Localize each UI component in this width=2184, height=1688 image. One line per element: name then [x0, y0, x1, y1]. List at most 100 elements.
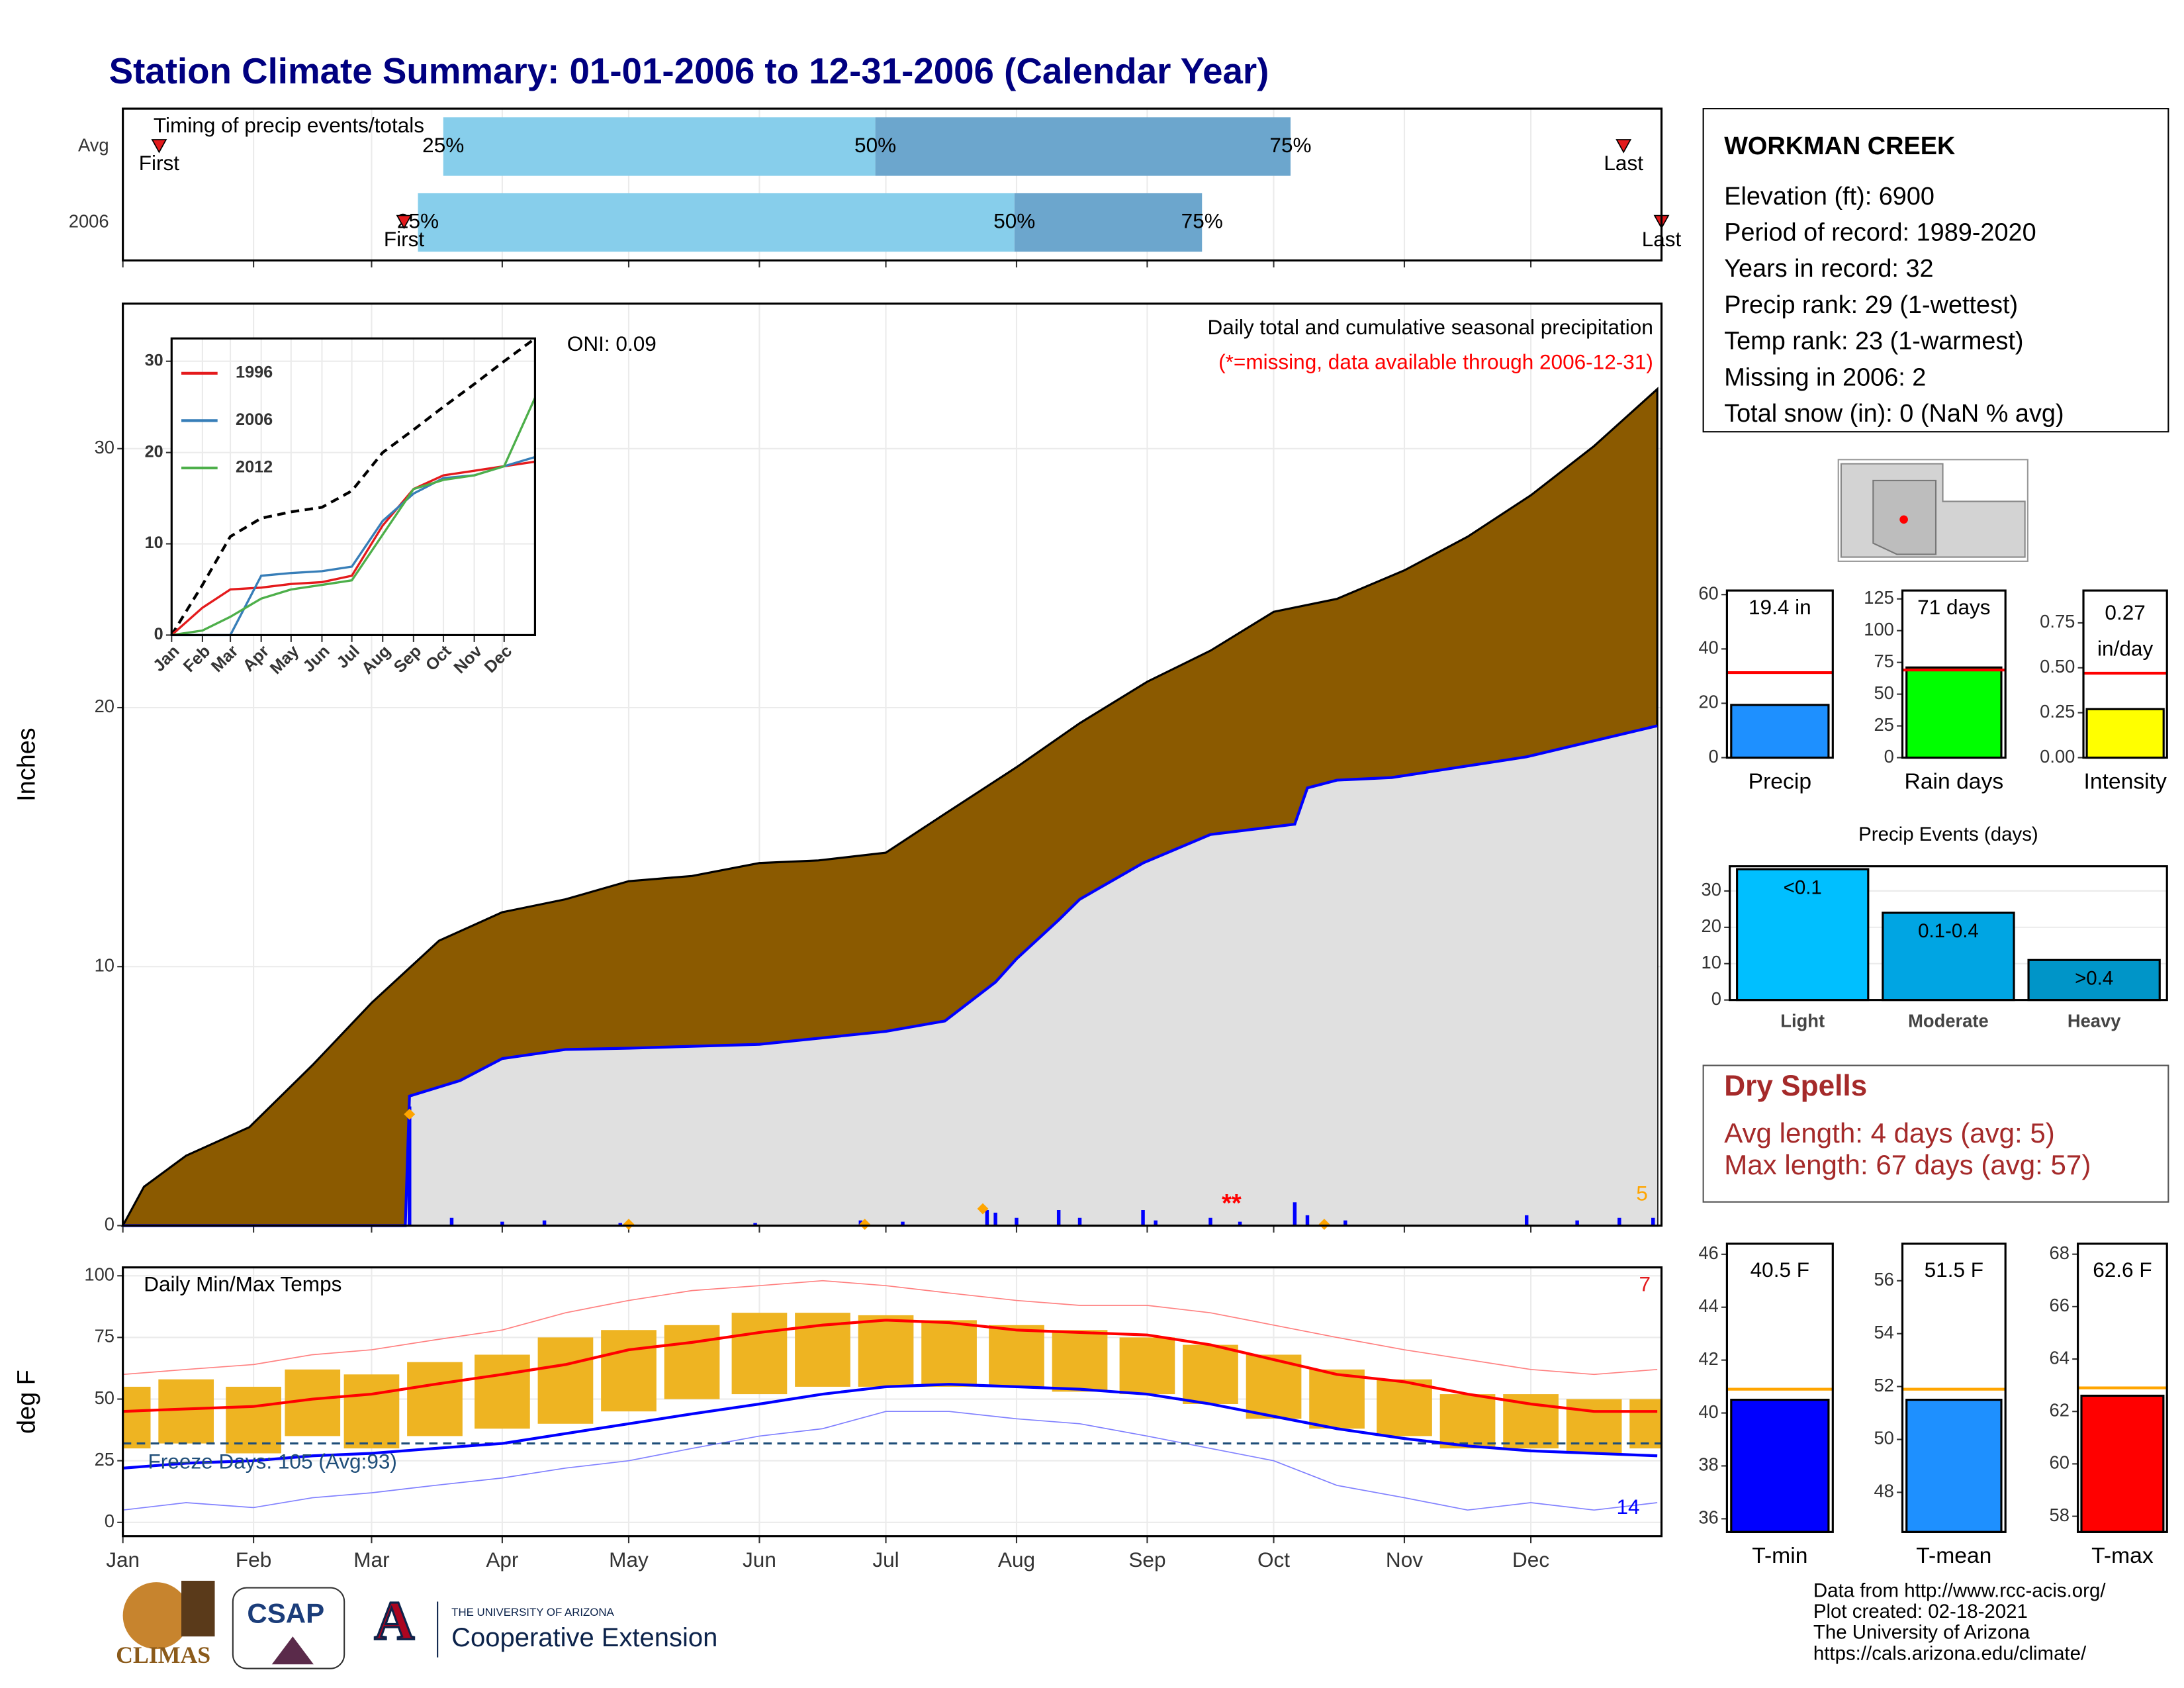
daily-bar	[408, 1106, 412, 1226]
y-tick-label: Avg	[78, 135, 109, 156]
locator-map	[1837, 459, 2028, 562]
chart-title: Precip Events (days)	[1858, 823, 2038, 845]
percent-label: 25%	[422, 133, 464, 157]
ua-name: THE UNIVERSITY OF ARIZONA	[451, 1606, 614, 1618]
y-tick-label: 0	[154, 625, 163, 643]
value-label: 51.5 F	[1925, 1258, 1983, 1282]
first-label: First	[139, 151, 180, 175]
last-marker	[1615, 139, 1632, 154]
average-line	[170, 337, 536, 636]
y-tick-label: 0.00	[2040, 746, 2075, 767]
x-tick-label: T-max	[2091, 1544, 2154, 1568]
y-tick-label: 125	[1864, 587, 1894, 608]
daily-bar	[1141, 1210, 1145, 1226]
marker	[404, 1108, 416, 1120]
x-tick-label: Jul	[872, 1548, 899, 1571]
daily-bar	[1208, 1217, 1212, 1226]
daily-bar	[1293, 1202, 1297, 1226]
y-tick-label: 20	[145, 442, 163, 461]
y-tick-label: 0	[105, 1214, 114, 1235]
y-tick-label: 20	[1702, 915, 1721, 936]
panel-border	[1901, 589, 2007, 759]
series-line	[171, 397, 536, 637]
value-label: 19.4 in	[1749, 595, 1811, 619]
y-tick-label: 58	[2050, 1505, 2070, 1525]
logos: CLIMAS CSAP A THE UNIVERSITY OF ARIZONA …	[116, 1580, 717, 1669]
daily-range-bar	[122, 1386, 151, 1449]
daily-bar	[1238, 1221, 1242, 1226]
panel-border	[122, 1266, 1663, 1538]
station-detail: Temp rank: 23 (1-warmest)	[1724, 328, 2023, 355]
legend-label: 2006	[236, 410, 273, 429]
dry-spells-detail: Avg length: 4 days (avg: 5)	[1724, 1117, 2055, 1149]
y-tick-label: 25	[95, 1449, 114, 1470]
y-tick-label: 10	[95, 955, 114, 975]
daily-range-bar	[1566, 1399, 1622, 1454]
x-tick-label: Sep	[1128, 1548, 1165, 1571]
daily-range-bar	[1377, 1379, 1432, 1436]
y-tick-label: 56	[1874, 1269, 1893, 1289]
daily-range-bar	[601, 1330, 657, 1412]
daily-bar	[993, 1212, 997, 1226]
y-tick-label: 38	[1698, 1454, 1718, 1475]
low-count: 14	[1616, 1495, 1639, 1519]
panel	[171, 338, 535, 635]
y-tick-label: 0.25	[2040, 701, 2075, 722]
daily-bar	[1617, 1217, 1621, 1226]
upper-quartile-bar	[1014, 193, 1203, 252]
daily-bar	[1015, 1217, 1019, 1226]
daily-bar	[500, 1221, 504, 1226]
daily-bar	[901, 1221, 905, 1226]
freeze-label: Freeze Days: 105 (Avg:93)	[148, 1449, 397, 1473]
bar	[1730, 704, 1830, 759]
daily-bar	[449, 1217, 454, 1226]
average-max-line	[122, 1319, 1658, 1413]
daily-range-bar	[1119, 1337, 1175, 1395]
value-label: 40.5 F	[1751, 1258, 1809, 1282]
daily-range-bar	[407, 1362, 463, 1436]
station-detail: Years in record: 32	[1724, 255, 1933, 283]
panel-border	[122, 107, 1663, 262]
station-detail: Elevation (ft): 6900	[1724, 183, 1934, 211]
x-tick-label: Feb	[236, 1548, 271, 1571]
daily-bar	[1305, 1215, 1310, 1226]
y-tick-label: 46	[1698, 1243, 1718, 1263]
y-tick-label: 0	[1709, 746, 1719, 767]
y-tick-label: 10	[145, 534, 163, 552]
y-tick-label: 50	[1874, 1428, 1893, 1448]
bar	[2027, 959, 2161, 1002]
y-tick-label: 30	[1702, 879, 1721, 900]
climas-label: CLIMAS	[116, 1642, 210, 1668]
y-tick-label: 0.75	[2040, 611, 2075, 632]
y-tick-label: 0	[1884, 746, 1894, 767]
footer-line: The University of Arizona	[1813, 1622, 2030, 1644]
y-axis-label: Inches	[13, 727, 41, 802]
station-name: WORKMAN CREEK	[1724, 132, 1955, 160]
y-tick-label: 100	[84, 1264, 114, 1284]
x-tick-label: Nov	[1386, 1548, 1423, 1571]
y-tick-label: 10	[1702, 952, 1721, 972]
value-label: 71 days	[1917, 595, 1991, 619]
x-tick-label: Intensity	[2083, 769, 2167, 794]
x-tick-label: Moderate	[1908, 1011, 1989, 1031]
y-tick-label: 48	[1874, 1481, 1893, 1501]
first-marker	[396, 214, 412, 230]
series-line	[171, 460, 535, 636]
y-tick-label: 40	[1698, 1401, 1718, 1422]
legend-label: 1996	[236, 363, 273, 382]
bar-label: >0.4	[2075, 968, 2113, 990]
percent-label: 50%	[993, 209, 1035, 232]
extension-name: Cooperative Extension	[451, 1623, 717, 1652]
y-tick-label: 66	[2050, 1295, 2070, 1315]
x-tick-label: Precip	[1749, 769, 1811, 794]
bar-label: <0.1	[1784, 876, 1822, 898]
panel-border	[2077, 1243, 2168, 1533]
station-dot	[1899, 515, 1908, 524]
panel-border	[170, 337, 536, 636]
y-tick-label: 20	[1698, 692, 1718, 712]
y-tick-label: 68	[2050, 1243, 2070, 1263]
y-tick-label: 20	[95, 696, 114, 716]
bar	[2080, 1394, 2165, 1533]
y-tick-label: 30	[145, 351, 163, 369]
